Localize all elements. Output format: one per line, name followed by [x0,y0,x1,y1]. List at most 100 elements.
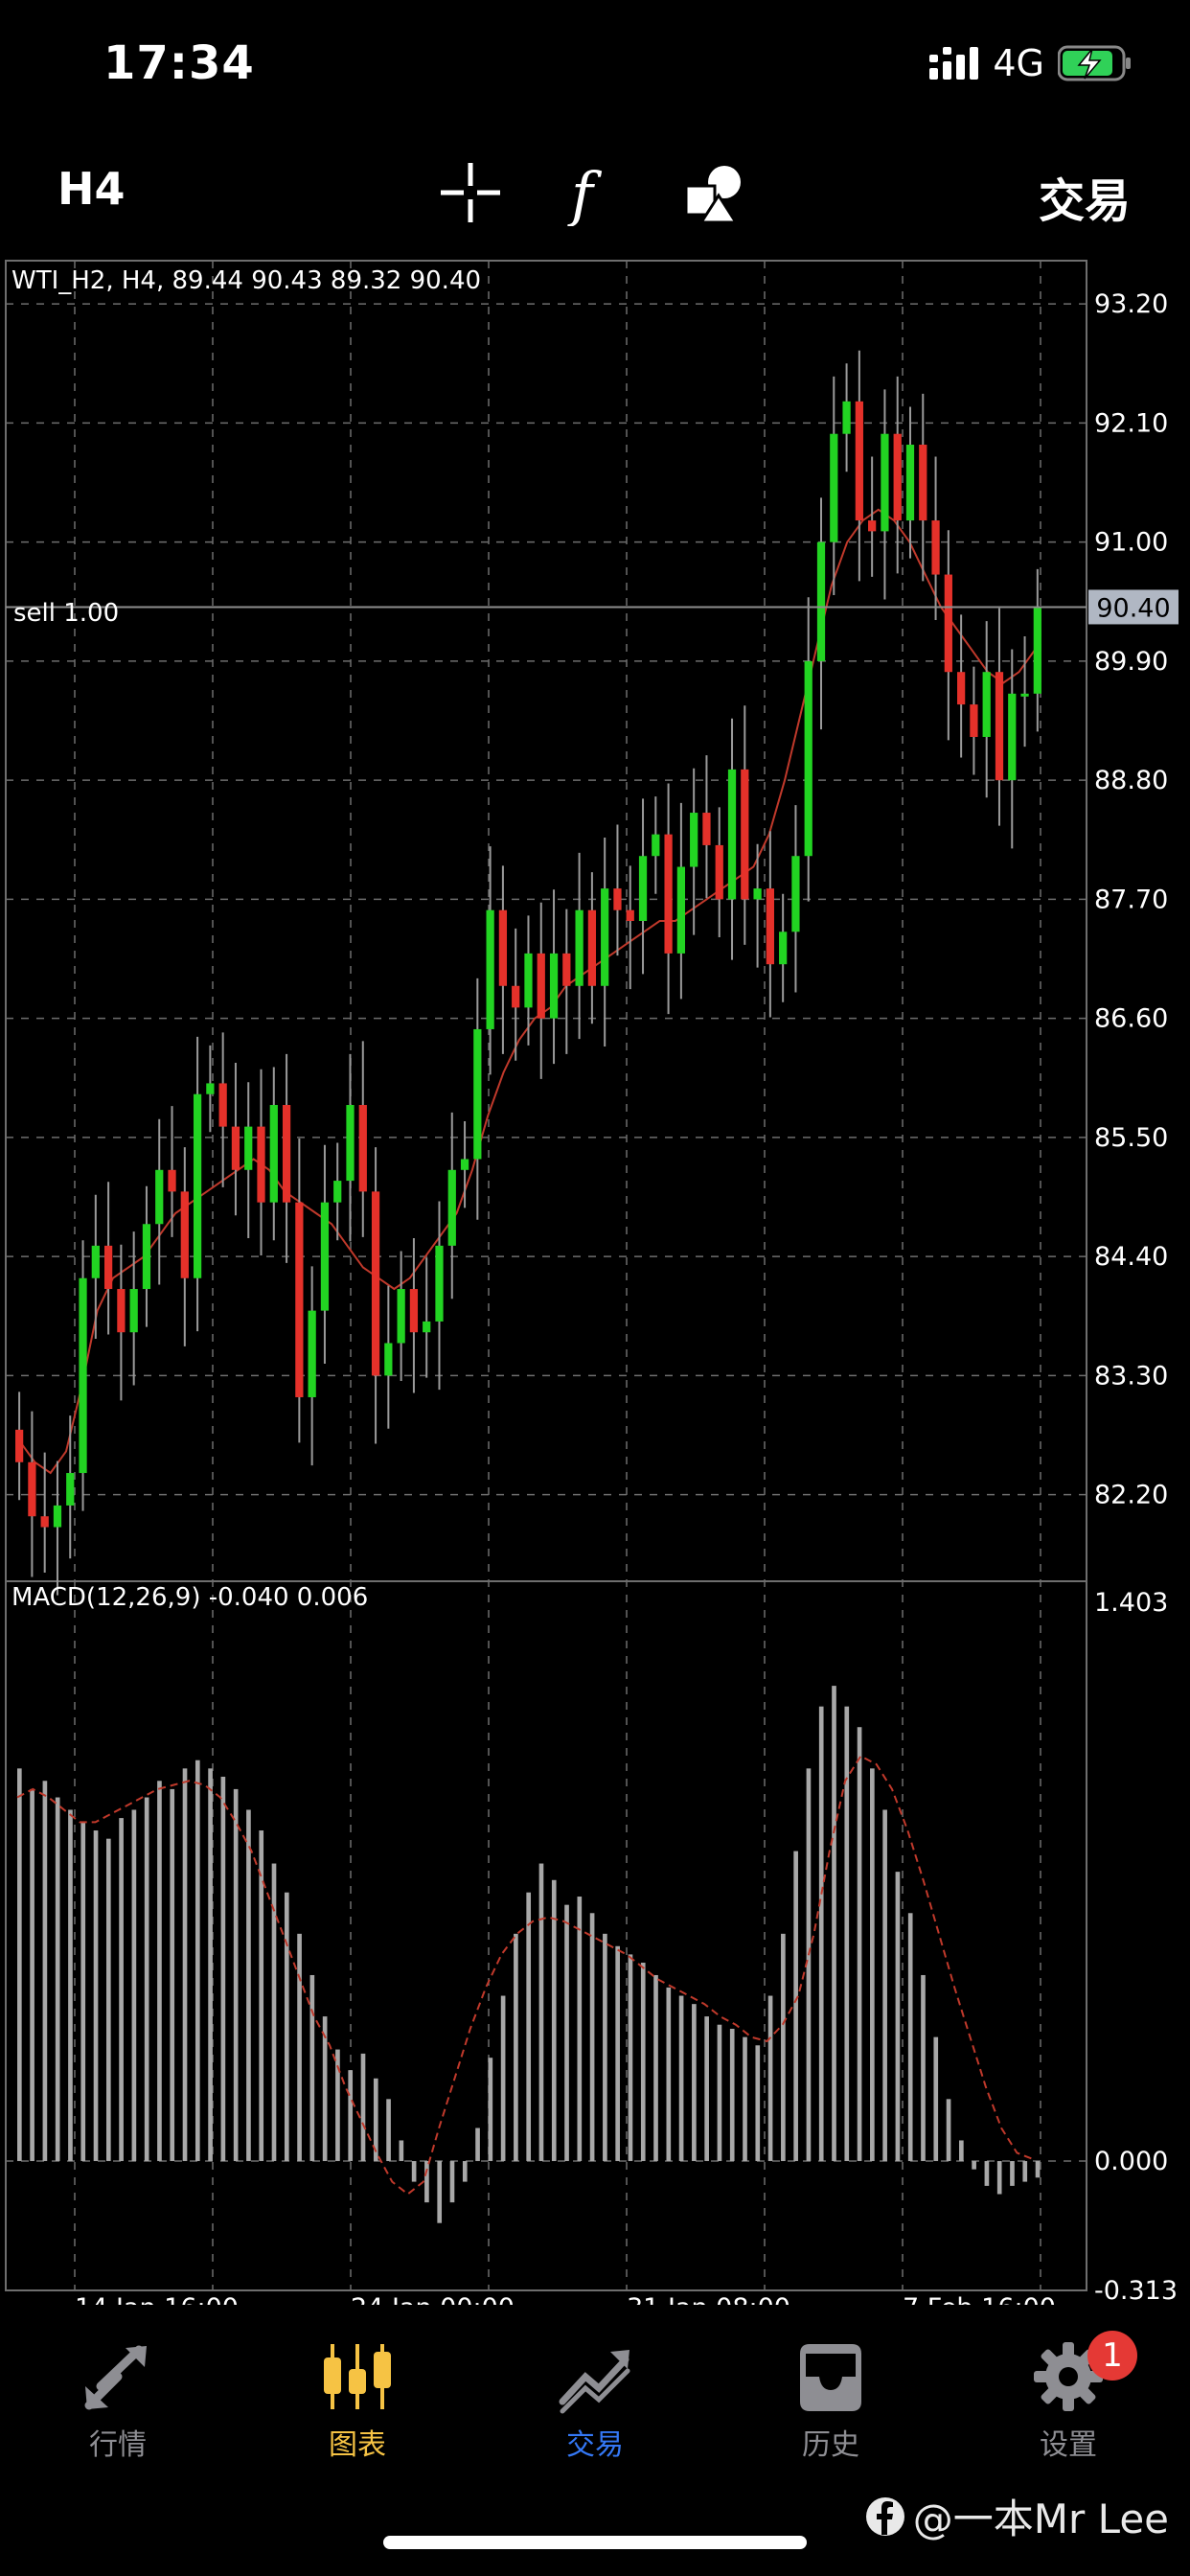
candle-body [638,856,648,921]
tab-label-history: 历史 [802,2428,859,2462]
candle-body [779,932,788,965]
macd-bar [678,1995,684,2162]
candle-body [537,953,545,1019]
candle-body [753,888,762,900]
candle-body [842,401,851,434]
macd-bar [246,1809,251,2162]
macd-bar [144,1797,149,2162]
signal-line [16,1755,1034,2196]
macd-bar [1022,2161,1028,2182]
tab-settings[interactable]: 设置 1 [996,2331,1140,2482]
candle-body [397,1289,405,1344]
macd-bar [895,1872,901,2162]
macd-histogram [17,1686,1041,2223]
candle-body [855,401,863,521]
macd-info: MACD(12,26,9) -0.040 0.006 [11,1583,368,1612]
order-label: sell 1.00 [13,599,119,628]
trade-trend-icon [559,2350,630,2414]
candle-body [435,1245,444,1322]
macd-bar [411,2161,417,2182]
macd-bar [933,2036,939,2162]
candle-body [830,433,838,542]
candle-body [982,672,991,737]
trade-button[interactable]: 交易 [1038,174,1131,228]
macd-bar [921,1974,926,2162]
candle-body [931,520,940,575]
macd-axis-labels: 1.403 0.000 -0.313 [1094,1588,1178,2305]
candle-body [447,1169,456,1246]
macd-bar [399,2140,404,2162]
macd-bar [781,1933,786,2162]
macd-bar [360,2053,366,2162]
candle-body [664,834,673,954]
candle-body [804,660,812,857]
macd-bar [437,2161,443,2223]
signal-strength-icon [929,47,979,80]
macd-bar [233,1788,239,2162]
macd-bar [220,1776,226,2162]
macd-bar [653,1974,658,2162]
macd-bar [767,1995,773,2162]
macd-bar [704,2016,709,2162]
chart-area[interactable]: 90.40 WTI_H2, H4, 89.44 90.43 89.32 90.4… [0,254,1190,2305]
macd-bar [692,2004,697,2162]
tab-history[interactable]: 历史 [759,2338,903,2482]
candlestick-chart[interactable]: 90.40 WTI_H2, H4, 89.44 90.43 89.32 90.4… [0,254,1190,2305]
timeframe-button[interactable]: H4 [57,163,126,215]
candle-body [498,909,508,986]
tab-label-chart: 图表 [329,2428,386,2462]
tab-label-quotes: 行情 [89,2428,147,2462]
price-tick-label: 85.50 [1094,1123,1168,1153]
tab-label-settings: 设置 [1040,2428,1097,2462]
macd-bar [526,1892,532,2162]
candle-body [626,909,634,921]
macd-bar [870,1768,875,2162]
macd-bar [717,2024,722,2162]
candles [15,350,1041,1596]
candle-body [231,1126,240,1170]
candle-body [103,1245,113,1290]
candle-body [66,1473,75,1506]
candle-body [944,574,952,673]
price-chart-info: WTI_H2, H4, 89.44 90.43 89.32 90.40 [11,266,481,295]
time-tick-label: 24 Jan 00:00 [351,2293,515,2305]
tab-chart[interactable]: 图表 [286,2338,429,2482]
crosshair-icon[interactable] [437,159,504,226]
candle-body [40,1516,49,1528]
candle-body [308,1310,316,1397]
macd-bar [996,2161,1002,2195]
objects-shapes-icon[interactable] [682,159,749,226]
network-type: 4G [993,42,1044,84]
candle-body [970,704,978,737]
macd-bar [984,2161,990,2186]
candle-body [384,1343,393,1376]
candle-body [575,909,584,986]
macd-bar [946,2099,951,2162]
candle-body [244,1126,253,1170]
tab-quotes[interactable]: 行情 [46,2338,190,2482]
indicators-function-icon[interactable]: f [558,159,625,226]
status-time: 17:34 [103,36,255,90]
price-tick-label: 89.90 [1094,647,1168,677]
candle-body [601,888,609,986]
macd-bar [806,1768,812,2162]
candle-body [15,1429,24,1462]
candle-body [180,1191,189,1278]
candle-body [1008,693,1017,781]
candle-body [28,1461,36,1517]
candle-body [117,1289,126,1333]
macd-bar [424,2161,429,2203]
candlestick-chart-icon [324,2344,391,2409]
tab-trade[interactable]: 交易 [523,2338,667,2482]
candle-body [423,1321,431,1333]
grid-lines [6,261,1087,2290]
macd-bar [170,1788,175,2162]
time-tick-label: 7 Feb 16:00 [903,2293,1056,2305]
candle-body [486,909,494,1029]
macd-bar [335,2049,340,2162]
tab-label-trade: 交易 [566,2428,624,2462]
macd-bar [475,2128,480,2162]
macd-bar [514,1933,518,2162]
macd-bar [157,1781,162,2162]
candle-body [690,813,698,867]
